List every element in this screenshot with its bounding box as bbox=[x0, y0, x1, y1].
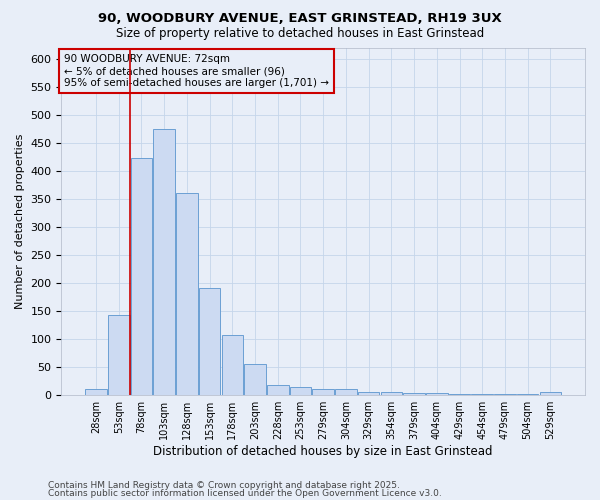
Text: 90 WOODBURY AVENUE: 72sqm
← 5% of detached houses are smaller (96)
95% of semi-d: 90 WOODBURY AVENUE: 72sqm ← 5% of detach… bbox=[64, 54, 329, 88]
Bar bbox=[313, 389, 334, 394]
X-axis label: Distribution of detached houses by size in East Grinstead: Distribution of detached houses by size … bbox=[154, 444, 493, 458]
Bar bbox=[221, 335, 243, 394]
Bar bbox=[154, 128, 175, 394]
Bar bbox=[131, 158, 152, 394]
Bar bbox=[335, 389, 357, 394]
Bar bbox=[290, 388, 311, 394]
Bar bbox=[267, 385, 289, 394]
Bar bbox=[199, 288, 220, 395]
Bar bbox=[539, 392, 561, 394]
Bar bbox=[108, 315, 130, 394]
Text: Size of property relative to detached houses in East Grinstead: Size of property relative to detached ho… bbox=[116, 28, 484, 40]
Text: Contains HM Land Registry data © Crown copyright and database right 2025.: Contains HM Land Registry data © Crown c… bbox=[48, 480, 400, 490]
Bar bbox=[426, 393, 448, 394]
Bar bbox=[380, 392, 402, 394]
Text: 90, WOODBURY AVENUE, EAST GRINSTEAD, RH19 3UX: 90, WOODBURY AVENUE, EAST GRINSTEAD, RH1… bbox=[98, 12, 502, 26]
Text: Contains public sector information licensed under the Open Government Licence v3: Contains public sector information licen… bbox=[48, 489, 442, 498]
Bar bbox=[85, 389, 107, 394]
Bar bbox=[358, 392, 379, 394]
Y-axis label: Number of detached properties: Number of detached properties bbox=[15, 134, 25, 309]
Bar bbox=[244, 364, 266, 394]
Bar bbox=[403, 393, 425, 394]
Bar bbox=[176, 193, 197, 394]
